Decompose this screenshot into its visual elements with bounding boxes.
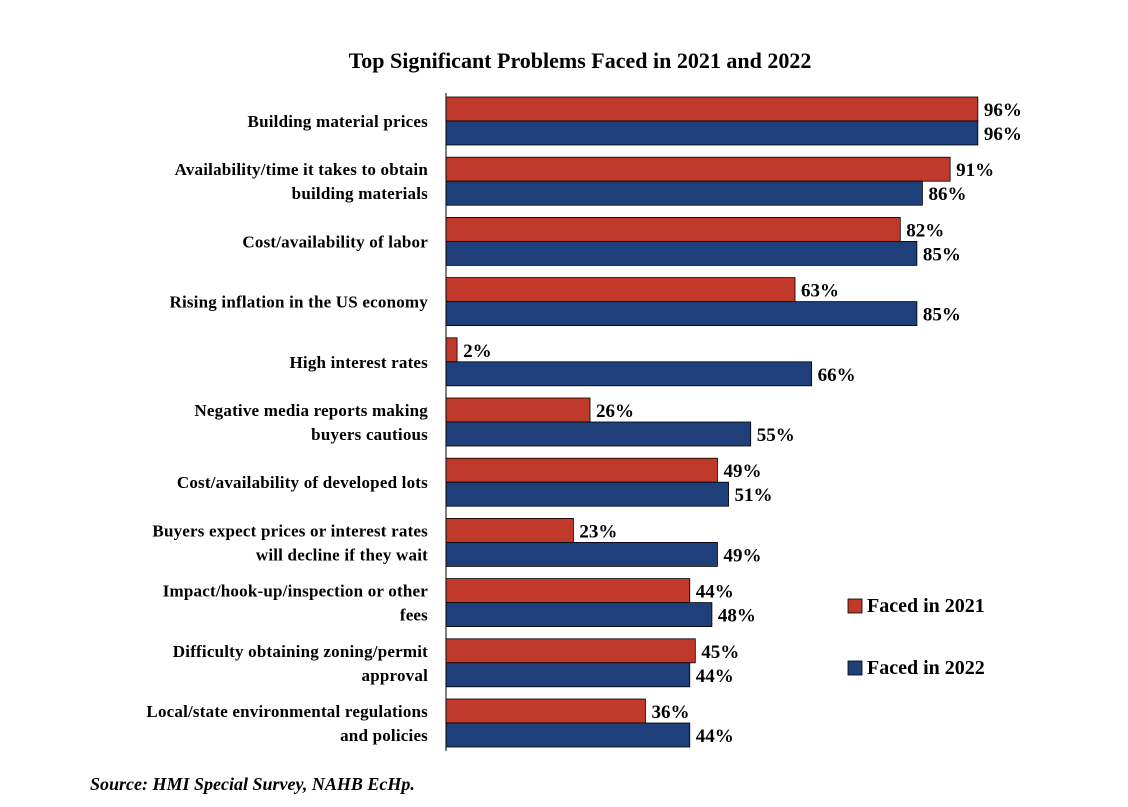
bar-2022 (445, 180, 923, 206)
category-labels: Building material prices Availability/tim… (146, 112, 428, 745)
data-label-2021: 2% (463, 341, 492, 362)
category-label: Local/state environmental regulations and… (146, 702, 428, 745)
category-label-line: Availability/time it takes to obtain (175, 160, 429, 179)
bar-2022 (445, 602, 713, 627)
bars (445, 96, 979, 748)
category-label: High interest rates (289, 353, 428, 372)
category-label-line: fees (400, 606, 428, 625)
category-label-line: Local/state environmental regulations (146, 702, 428, 721)
category-label-line: and policies (340, 726, 428, 745)
bar-2022 (445, 481, 729, 507)
bar-2022 (445, 421, 752, 447)
source-note: Source: HMI Special Survey, NAHB EcHp. (90, 774, 415, 794)
bar-2021 (445, 277, 796, 303)
bar-2021 (445, 518, 574, 543)
bar-2022 (445, 301, 918, 327)
data-label-2021: 63% (801, 281, 839, 302)
bar-2021 (445, 698, 646, 724)
data-label-2022: 44% (696, 726, 734, 747)
bar-2021 (445, 397, 591, 423)
data-label-2021: 44% (696, 582, 734, 603)
category-label: Impact/hook-up/inspection or other fees (163, 582, 429, 625)
category-label-line: building materials (292, 184, 428, 203)
category-label-line: Negative media reports making (194, 401, 428, 420)
category-label: Rising inflation in the US economy (169, 293, 428, 312)
bar-2021 (445, 638, 696, 664)
bar-2022 (445, 662, 691, 688)
category-label-line: buyers cautious (311, 425, 428, 444)
data-label-2022: 85% (923, 305, 961, 326)
category-label-line: approval (362, 666, 429, 685)
category-label: Building material prices (248, 112, 429, 131)
category-label: Cost/availability of labor (242, 232, 428, 251)
category-label: Difficulty obtaining zoning/permit approv… (173, 642, 428, 685)
data-label-2021: 49% (723, 461, 761, 482)
data-label-2022: 49% (723, 545, 761, 566)
legend-swatch-2021 (847, 598, 863, 614)
category-label: Availability/time it takes to obtain buil… (175, 160, 429, 203)
category-label-line: Building material prices (248, 112, 429, 131)
category-label-line: Buyers expect prices or interest rates (152, 521, 428, 540)
category-label-line: Cost/availability of developed lots (177, 473, 428, 492)
data-label-2022: 48% (718, 606, 756, 627)
data-label-2022: 55% (757, 425, 795, 446)
legend-label-2022: Faced in 2022 (867, 657, 985, 679)
data-label-2021: 45% (701, 642, 739, 663)
bar-2021 (445, 337, 458, 363)
data-label-2022: 44% (696, 666, 734, 687)
category-label-line: Difficulty obtaining zoning/permit (173, 642, 428, 661)
bar-2022 (445, 542, 718, 567)
data-label-2021: 82% (906, 220, 944, 241)
category-label-line: Rising inflation in the US economy (169, 293, 428, 312)
data-label-2021: 23% (579, 521, 617, 542)
data-label-2021: 96% (984, 100, 1022, 121)
category-label: Buyers expect prices or interest rates wi… (152, 521, 428, 564)
bar-2022 (445, 722, 691, 748)
legend-swatch-2022 (847, 660, 863, 676)
category-label: Cost/availability of developed lots (177, 473, 428, 492)
data-label-2022: 51% (735, 485, 773, 506)
category-label-line: High interest rates (289, 353, 428, 372)
legend-label-2021: Faced in 2021 (867, 595, 985, 617)
legend: Faced in 2021 Faced in 2022 (847, 595, 985, 679)
bar-2021 (445, 96, 979, 122)
bar-2021 (445, 156, 951, 182)
data-label-2022: 85% (923, 244, 961, 265)
chart-title: Top Significant Problems Faced in 2021 a… (349, 48, 812, 73)
bar-2022 (445, 120, 979, 146)
bar-2021 (445, 216, 901, 242)
category-label-line: Impact/hook-up/inspection or other (163, 582, 429, 601)
data-label-2021: 26% (596, 401, 634, 422)
bar-2022 (445, 361, 813, 387)
category-label-line: Cost/availability of labor (242, 232, 428, 251)
category-label-line: will decline if they wait (256, 545, 428, 564)
category-label: Negative media reports making buyers caut… (194, 401, 428, 444)
bar-2022 (445, 240, 918, 266)
data-label-2021: 91% (956, 160, 994, 181)
data-label-2022: 96% (984, 124, 1022, 145)
bar-2021 (445, 457, 718, 483)
data-labels: 96% 96% 91% 86% 82% 85% 63% 85% 2% 66% 26% 55% 49% 51… (463, 100, 1022, 747)
data-label-2021: 36% (651, 702, 689, 723)
bar-2021 (445, 578, 691, 603)
data-label-2022: 86% (928, 184, 966, 205)
data-label-2022: 66% (818, 365, 856, 386)
